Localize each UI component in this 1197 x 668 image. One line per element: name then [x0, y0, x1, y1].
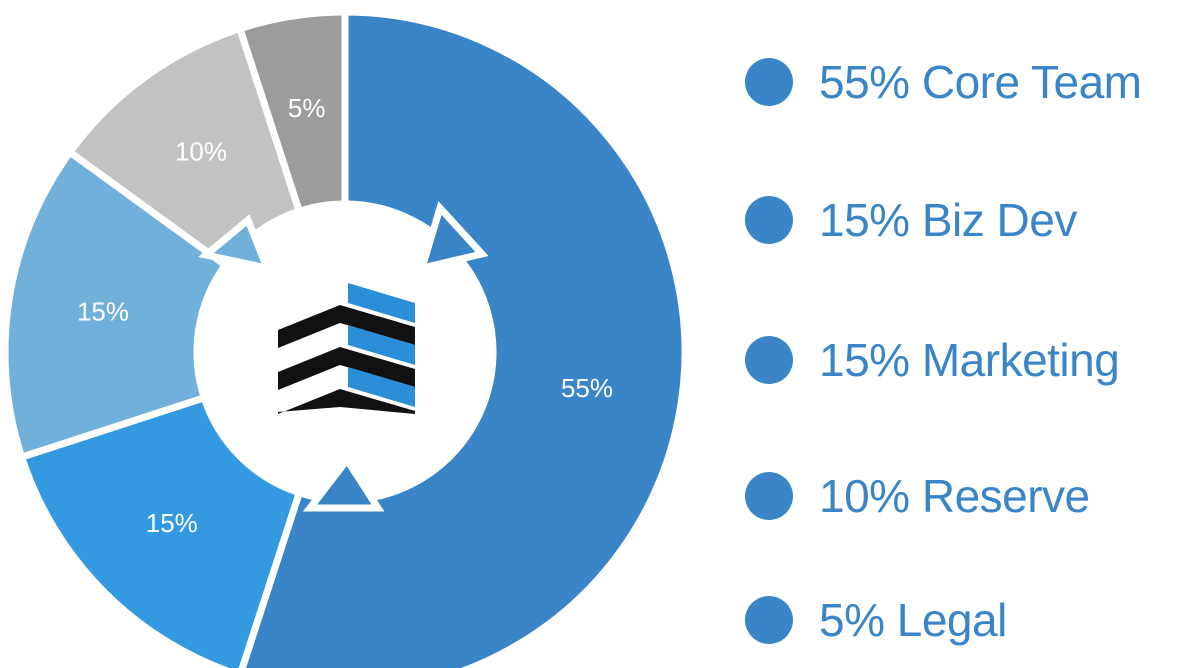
donut-chart: 55% 15% 15% 10% 5% — [1, 8, 689, 668]
slice-labels: 55% 15% 15% 10% 5% — [77, 93, 613, 538]
pointer-biz-dev — [302, 453, 385, 512]
legend-item-reserve: 10% Reserve — [745, 466, 1090, 526]
slice-biz-dev — [17, 393, 304, 668]
donut-slices — [1, 8, 689, 668]
pointer-marketing — [198, 214, 273, 273]
center-pointers — [198, 201, 489, 512]
legend-item-marketing: 15% Marketing — [745, 330, 1120, 390]
slice-label-legal: 5% — [288, 93, 326, 123]
legend-dot-icon — [745, 196, 793, 244]
legend-label: 15% Biz Dev — [819, 194, 1077, 246]
legend-item-core-team: 55% Core Team — [745, 52, 1142, 112]
legend-label: 10% Reserve — [819, 470, 1090, 522]
legend-label: 55% Core Team — [819, 56, 1142, 108]
legend-dot-icon — [745, 58, 793, 106]
legend: 55% Core Team 15% Biz Dev 15% Marketing 10%… — [745, 0, 1195, 668]
legend-item-biz-dev: 15% Biz Dev — [745, 190, 1077, 250]
slice-label-reserve: 10% — [175, 137, 227, 167]
slice-label-core-team: 55% — [561, 373, 613, 403]
legend-dot-icon — [745, 336, 793, 384]
legend-dot-icon — [745, 472, 793, 520]
pointer-core-team — [416, 201, 489, 273]
slice-label-biz-dev: 15% — [146, 508, 198, 538]
legend-label: 5% Legal — [819, 594, 1007, 646]
legend-item-legal: 5% Legal — [745, 590, 1007, 650]
center-logo-icon — [278, 283, 415, 414]
legend-label: 15% Marketing — [819, 334, 1120, 386]
slice-legal — [235, 8, 349, 216]
slice-label-marketing: 15% — [77, 297, 129, 327]
legend-dot-icon — [745, 596, 793, 644]
